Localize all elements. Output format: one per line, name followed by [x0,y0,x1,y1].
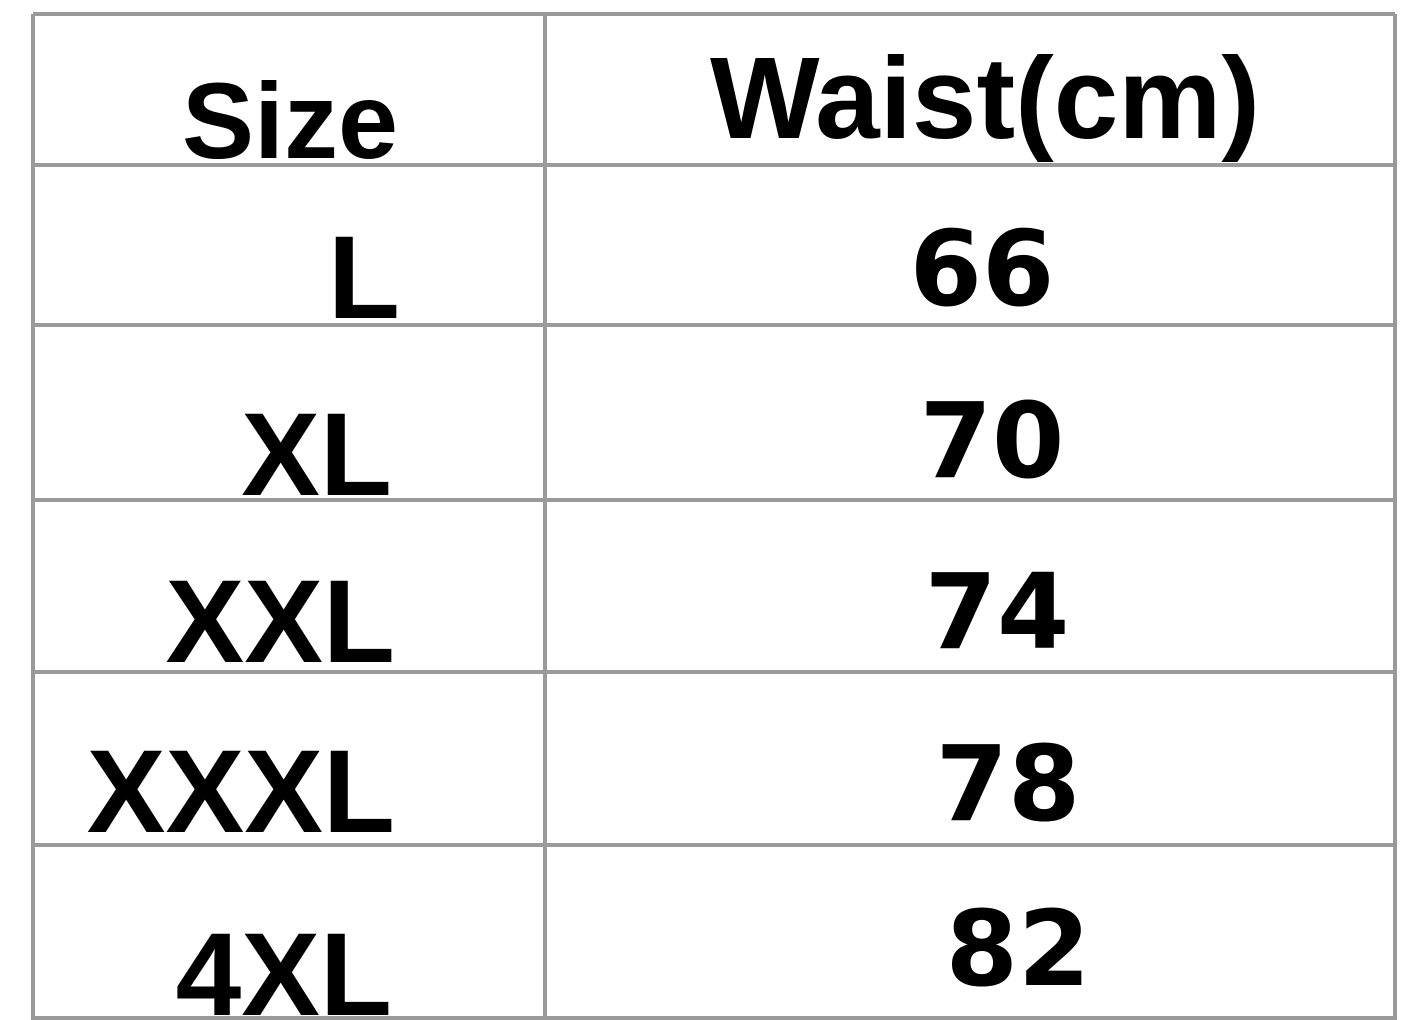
size-cell: XXL [166,556,396,688]
waist-cell: 82 [946,888,1091,1010]
waist-cell: 70 [920,380,1065,502]
waist-cell: 66 [910,208,1055,330]
waist-cell: 78 [936,723,1081,845]
size-cell: L [328,212,400,344]
header-waist: Waist(cm) [710,33,1260,163]
size-cell: XL [241,389,392,521]
header-size: Size [182,60,398,181]
rows: L 66 XL 70 XXL 74 XXXL 78 4XL 82 [87,208,1091,1020]
grid [31,12,1397,1020]
size-cell: XXXL [87,726,395,858]
waist-cell: 74 [925,551,1070,673]
size-cell: 4XL [176,909,392,1020]
